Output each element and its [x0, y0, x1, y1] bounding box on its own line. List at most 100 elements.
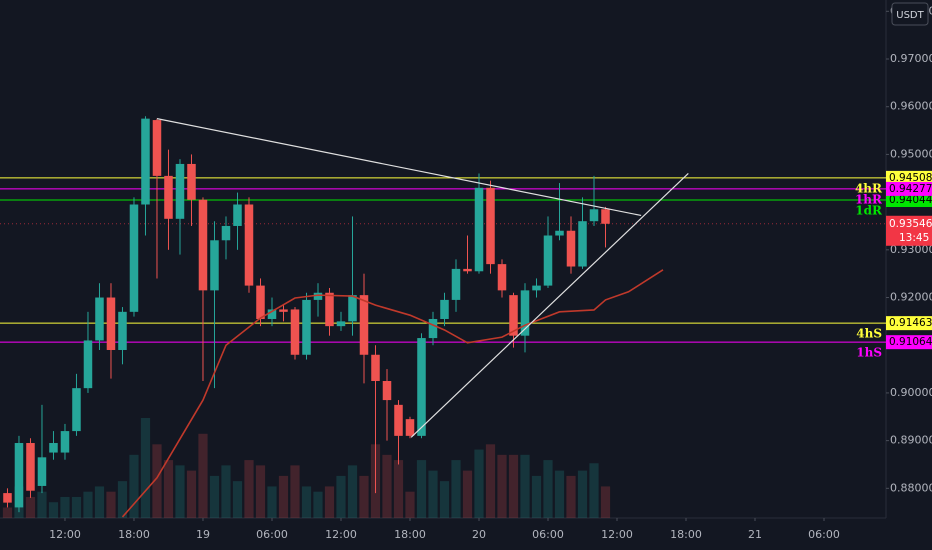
candle-body [382, 380, 392, 401]
candle-body [601, 209, 610, 224]
volume-bar [255, 465, 266, 518]
level-price: 0.94277 [889, 183, 932, 195]
candle-body [210, 240, 219, 291]
candle-body [152, 120, 162, 176]
volume-bar [198, 433, 208, 518]
y-tick-label: 0.95000 [890, 147, 932, 160]
candle-body [164, 175, 173, 219]
y-tick-label: 0.96000 [890, 100, 932, 113]
volume-bar [428, 470, 438, 518]
candle-body [118, 311, 127, 350]
x-tick-label: 20 [472, 528, 486, 541]
volume-bar [25, 496, 36, 518]
volume-bar [94, 486, 105, 518]
candle-body [279, 309, 288, 312]
volume-bar [60, 496, 70, 518]
candle-body [37, 457, 47, 486]
volume-bar [462, 470, 473, 518]
candle-body [106, 297, 116, 350]
volume-bar [324, 486, 335, 518]
volume-bar [589, 463, 599, 518]
candle-body [463, 268, 472, 272]
candle-body [14, 443, 24, 508]
candle-body [187, 163, 196, 200]
y-tick-label: 0.97000 [890, 52, 932, 65]
volume-bar [209, 475, 220, 518]
currency-box [891, 2, 929, 26]
volume-bar [600, 486, 611, 518]
currency: USDT [896, 10, 924, 21]
candle-body [474, 187, 484, 272]
volume-bar [244, 460, 254, 518]
volume-bar [451, 460, 461, 518]
candle-body [60, 431, 70, 453]
candle-body [175, 163, 185, 219]
candle-body [451, 268, 461, 300]
volume-bar [140, 418, 151, 518]
candle-body [26, 443, 35, 491]
last-price-box [886, 215, 932, 246]
candle-body [520, 290, 530, 336]
volume-bar [106, 491, 116, 518]
volume-bar [301, 486, 312, 518]
candle-body [555, 230, 564, 236]
x-tick-label: 18:00 [394, 528, 426, 541]
candle-body [428, 318, 438, 339]
candle-body [589, 209, 599, 222]
y-tick-label: 0.88000 [890, 481, 932, 494]
volume-bar [163, 460, 174, 518]
volume-bar [347, 465, 358, 518]
moving-average [121, 269, 664, 518]
candle-body [72, 388, 81, 432]
volume-bar [474, 449, 484, 518]
candle-body [313, 292, 323, 300]
candle-body [497, 264, 507, 291]
x-tick-label: 12:00 [49, 528, 81, 541]
x-tick-label: 12:00 [601, 528, 633, 541]
volume-bar [232, 481, 243, 518]
level-price-box [886, 193, 932, 208]
candle-body [290, 309, 300, 355]
candle-body [233, 204, 242, 226]
price-axis: 0.880000.890000.900000.910000.920000.930… [49, 2, 932, 541]
level-tag: 1hR [855, 192, 883, 206]
candle-body [532, 285, 541, 291]
level-tag: 1hS [856, 346, 882, 360]
volume-bar [554, 470, 565, 518]
x-tick-label: 18:00 [670, 528, 702, 541]
volume-bar [186, 470, 197, 518]
level-price-box [886, 170, 932, 185]
countdown: 13:45 [899, 232, 929, 244]
volume-bar [221, 465, 231, 518]
candle-body [417, 338, 426, 436]
level-tag: 4hS [856, 327, 882, 341]
volume-bar [520, 454, 530, 518]
volume-bar [152, 444, 162, 518]
candle-body [267, 309, 277, 319]
trendline [156, 118, 642, 217]
volume-bar [83, 491, 93, 518]
candle-body [198, 199, 208, 291]
volume-bar [359, 475, 369, 518]
volume-bar [313, 491, 323, 518]
y-tick-label: 0.89000 [890, 434, 932, 447]
volume-bar [129, 454, 139, 518]
candle-body [83, 340, 93, 389]
volume-bar [439, 481, 450, 518]
candle-body [394, 404, 403, 436]
candle-body [509, 295, 518, 336]
candle-body [325, 292, 334, 327]
candle-body [302, 299, 311, 355]
volume-bar [175, 465, 185, 518]
y-tick-label: 0.90000 [890, 386, 932, 399]
candle-body [543, 235, 553, 286]
x-tick-label: 06:00 [256, 528, 288, 541]
volume-bar [37, 491, 47, 518]
level-price: 0.91463 [889, 317, 932, 329]
volume-bar [290, 465, 300, 518]
volume-bar [566, 475, 576, 518]
level-price: 0.91064 [889, 336, 932, 348]
level-price-box [886, 335, 932, 350]
volume-bar [543, 460, 553, 518]
